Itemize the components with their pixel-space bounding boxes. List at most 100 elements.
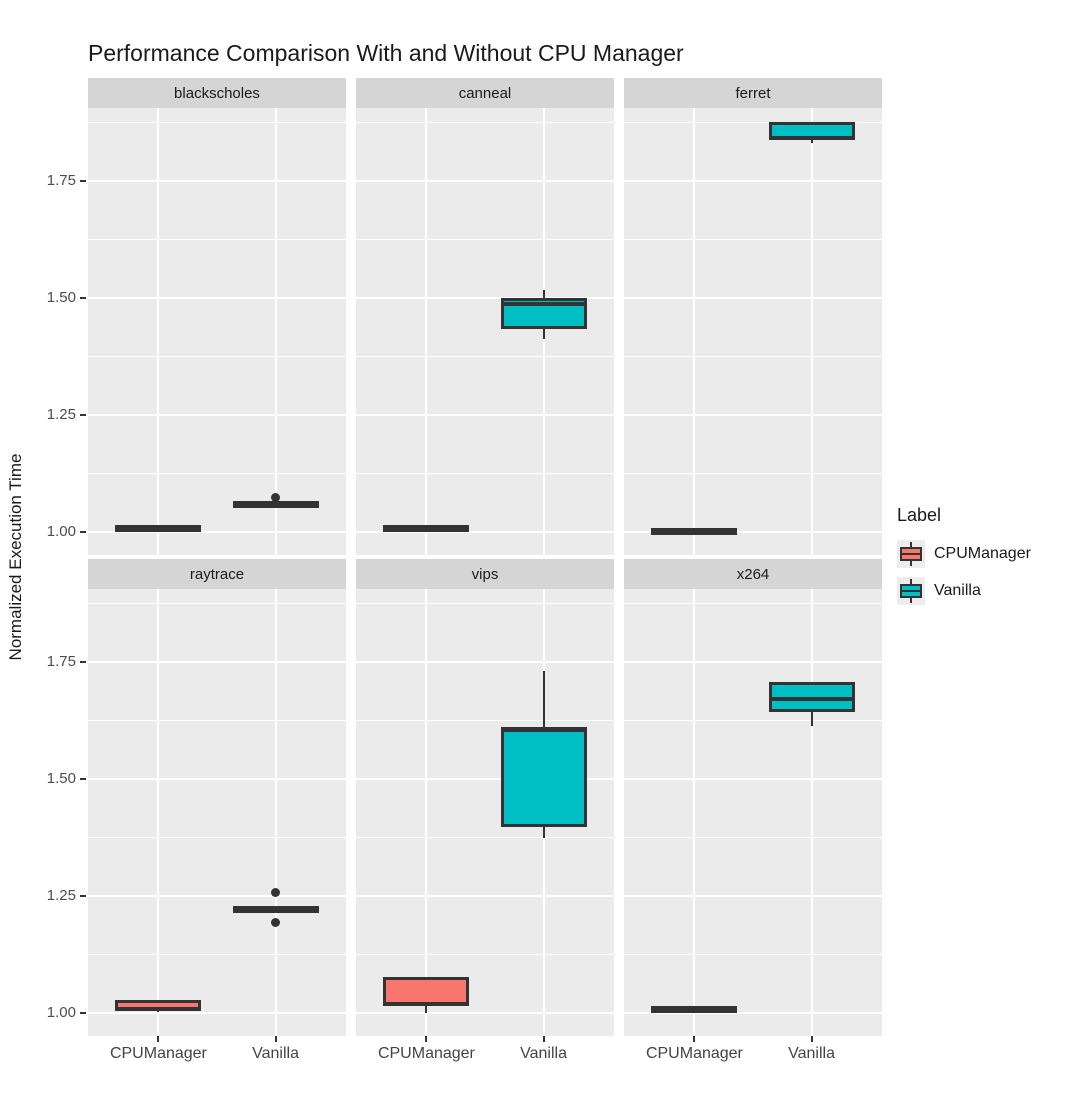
gridline-vertical [274, 589, 277, 1036]
legend-median-line [900, 590, 922, 592]
gridline-major [624, 179, 882, 182]
gridline-minor [88, 121, 346, 123]
outlier-dot-raytrace-Vanilla [271, 917, 281, 927]
gridline-major [624, 413, 882, 416]
outlier-dot-blackscholes-Vanilla [271, 493, 281, 503]
boxplot-median-raytrace-Vanilla [232, 908, 319, 913]
legend: Label CPUManager Vanilla [897, 505, 1031, 614]
gridline-major [624, 777, 882, 780]
legend-label: CPUManager [934, 545, 1031, 562]
y-tick-label: 1.00 [46, 522, 76, 540]
gridline-major [88, 413, 346, 416]
gridline-major [356, 296, 614, 299]
gridline-major [88, 296, 346, 299]
gridline-major [88, 179, 346, 182]
gridline-minor [624, 472, 882, 474]
gridline-major [356, 179, 614, 182]
y-tick-mark [80, 413, 86, 416]
y-tick-mark [80, 179, 86, 182]
boxplot-box-vips-CPUManager [383, 977, 470, 1006]
gridline-major [88, 777, 346, 780]
facet-strip-raytrace: raytrace [88, 559, 346, 589]
boxplot-box-x264-Vanilla [768, 682, 855, 712]
y-tick-label: 1.25 [46, 886, 76, 904]
gridline-minor [356, 953, 614, 955]
x-tick-label: Vanilla [520, 1045, 567, 1062]
gridline-minor [88, 238, 346, 240]
gridline-vertical [425, 589, 428, 1036]
gridline-minor [88, 953, 346, 955]
y-tick-mark [80, 296, 86, 299]
boxplot-box-vips-Vanilla [500, 727, 587, 827]
gridline-minor [356, 719, 614, 721]
y-tick-label: 1.50 [46, 288, 76, 306]
facet-panel-blackscholes [88, 108, 346, 555]
facet-grid: blackscholes canneal ferret raytrace vips x26… [88, 78, 882, 1036]
gridline-major [88, 530, 346, 533]
gridline-vertical [274, 108, 277, 555]
gridline-major [88, 660, 346, 663]
gridline-vertical [157, 589, 160, 1036]
x-tick-mark [425, 1036, 428, 1042]
gridline-minor [356, 472, 614, 474]
y-axis-title: Normalized Execution Time [6, 453, 25, 661]
gridline-minor [624, 836, 882, 838]
legend-label: Vanilla [934, 582, 981, 599]
x-tick-label: CPUManager [645, 1045, 743, 1062]
x-tick-label: Vanilla [252, 1045, 299, 1062]
gridline-minor [356, 602, 614, 604]
gridline-major [356, 894, 614, 897]
facet-strip-ferret: ferret [624, 78, 882, 108]
y-tick-mark [80, 777, 86, 780]
y-tick-label: 1.75 [46, 171, 76, 189]
y-tick-label: 1.75 [46, 652, 76, 670]
facet-strip-vips: vips [356, 559, 614, 589]
facet-strip-blackscholes: blackscholes [88, 78, 346, 108]
legend-entry-CPUManager: CPUManager [897, 540, 1031, 568]
facet-strip-x264: x264 [624, 559, 882, 589]
y-tick-label: 1.25 [46, 405, 76, 423]
x-tick-mark [810, 1036, 813, 1042]
gridline-vertical [425, 108, 428, 555]
gridline-major [356, 530, 614, 533]
y-tick-mark [80, 894, 86, 897]
x-tick-mark [157, 1036, 160, 1042]
boxplot-median-ferret-Vanilla [768, 135, 855, 140]
boxplot-median-canneal-CPUManager [383, 527, 470, 532]
gridline-minor [624, 602, 882, 604]
x-tick-mark [693, 1036, 696, 1042]
gridline-major [624, 660, 882, 663]
gridline-minor [88, 836, 346, 838]
legend-entries: CPUManager Vanilla [897, 540, 1031, 605]
gridline-major [624, 894, 882, 897]
boxplot-median-x264-Vanilla [768, 697, 855, 702]
gridline-vertical [810, 589, 813, 1036]
x-tick-mark [542, 1036, 545, 1042]
legend-entry-Vanilla: Vanilla [897, 577, 1031, 605]
gridline-minor [356, 121, 614, 123]
gridline-minor [624, 953, 882, 955]
boxplot-median-blackscholes-CPUManager [115, 526, 202, 531]
legend-key-boxplot-icon [897, 577, 925, 605]
gridline-minor [624, 719, 882, 721]
gridline-major [356, 413, 614, 416]
boxplot-median-raytrace-CPUManager [115, 1007, 202, 1012]
gridline-minor [356, 836, 614, 838]
gridline-major [88, 894, 346, 897]
gridline-minor [88, 472, 346, 474]
gridline-vertical [810, 108, 813, 555]
outlier-dot-raytrace-Vanilla [271, 888, 281, 898]
facet-panel-canneal [356, 108, 614, 555]
boxplot-median-vips-Vanilla [500, 728, 587, 733]
gridline-major [356, 777, 614, 780]
gridline-minor [624, 121, 882, 123]
boxplot-median-blackscholes-Vanilla [232, 502, 319, 507]
gridline-vertical [157, 108, 160, 555]
gridline-major [356, 660, 614, 663]
gridline-minor [88, 719, 346, 721]
gridline-vertical [693, 589, 696, 1036]
gridline-minor [624, 238, 882, 240]
gridline-minor [88, 355, 346, 357]
gridline-minor [356, 238, 614, 240]
